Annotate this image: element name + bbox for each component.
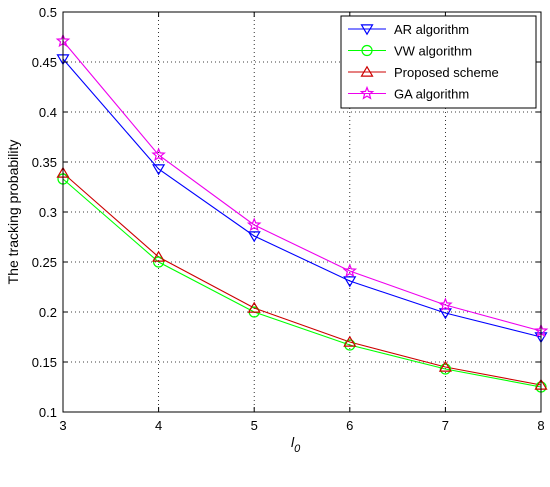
x-axis-label: l0 <box>291 434 301 455</box>
legend-marker-2 <box>361 44 373 57</box>
y-tick-label: 0.35 <box>32 155 57 170</box>
data-point-series-2 <box>153 256 165 268</box>
y-tick-label: 0.25 <box>32 255 57 270</box>
data-point-series-3 <box>438 360 452 372</box>
legend-box <box>340 15 537 109</box>
y-axis-label: The tracking probability <box>5 140 21 285</box>
y-tick-label: 0.2 <box>39 305 57 320</box>
x-tick-label: 4 <box>155 418 162 433</box>
data-point-series-4 <box>342 263 358 278</box>
legend-marker-1 <box>360 24 374 36</box>
x-axis-label-main: l <box>291 434 295 450</box>
data-point-series-1 <box>247 231 261 243</box>
data-point-series-2 <box>439 363 451 375</box>
data-point-series-1 <box>152 164 166 176</box>
x-tick-label: 5 <box>251 418 258 433</box>
axis-ticks <box>62 11 542 413</box>
series-line-4 <box>62 40 542 332</box>
series-line-2 <box>62 178 542 388</box>
y-tick-label: 0.4 <box>39 105 57 120</box>
x-axis-label-subscript: 0 <box>294 443 301 455</box>
data-point-series-1 <box>438 308 452 320</box>
legend-label-1: AR algorithm <box>394 22 469 37</box>
y-tick-label: 0.3 <box>39 205 57 220</box>
x-tick-label: 3 <box>59 418 66 433</box>
data-point-series-1 <box>343 276 357 288</box>
data-point-series-4 <box>438 297 453 312</box>
legend-label-4: GA algorithm <box>394 87 469 102</box>
series-lines <box>62 40 542 388</box>
x-tick-label: 7 <box>442 418 449 433</box>
series-line-1 <box>62 58 542 338</box>
tick-labels: 3 4 5 6 7 8 0.1 0.15 0.2 0.25 0.3 0.35 0.4 0.45 0.5 <box>32 5 545 433</box>
data-point-series-3 <box>247 301 261 313</box>
y-tick-label: 0.45 <box>32 55 57 70</box>
legend-label-2: VW algorithm <box>394 44 472 59</box>
legend: AR algorithm VW algorithm Proposed scheme G… <box>340 15 537 109</box>
data-point-series-4 <box>151 147 166 162</box>
y-tick-label: 0.1 <box>39 405 57 420</box>
data-point-series-3 <box>343 335 357 347</box>
legend-marker-3 <box>360 65 374 77</box>
x-tick-label: 6 <box>346 418 353 433</box>
x-tick-label: 8 <box>537 418 544 433</box>
grid-lines <box>63 12 541 412</box>
data-point-series-4 <box>246 217 262 232</box>
series-line-3 <box>62 172 542 386</box>
data-point-series-3 <box>152 250 166 262</box>
y-tick-label: 0.15 <box>32 355 57 370</box>
legend-marker-4 <box>359 85 375 100</box>
legend-label-3: Proposed scheme <box>394 65 499 80</box>
y-tick-label: 0.5 <box>39 5 57 20</box>
